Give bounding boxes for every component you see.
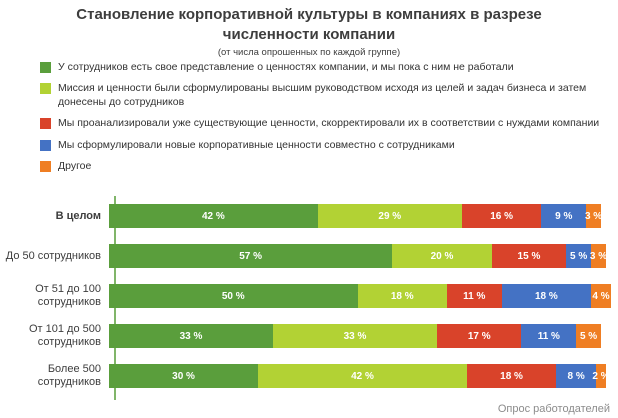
category-label: В целом [55, 209, 101, 222]
stacked-bar: 30 % 42 % 18 % 8 % 2 % [109, 364, 610, 388]
bar-segment: 15 % [491, 244, 567, 268]
legend-swatch-icon [40, 83, 51, 95]
category-label: От 51 до 100 сотрудников [35, 283, 101, 308]
legend-label: Другое [58, 160, 92, 173]
bar-segment: 33 % [109, 324, 273, 348]
chart-subtitle: (от числа опрошенных по каждой группе) [217, 46, 401, 58]
stacked-bar: 33 % 33 % 17 % 11 % 5 % [109, 324, 601, 348]
bar-segment: 30 % [109, 364, 259, 388]
bar-segment: 5 % [566, 244, 592, 268]
bar-segment: 2 % [592, 364, 610, 388]
chart-row: От 101 до 500 сотрудников 33 % 33 % 17 %… [0, 323, 618, 348]
stacked-bar: 57 % 20 % 15 % 5 % 3 % [109, 244, 607, 268]
chart-row: До 50 сотрудников 57 % 20 % 15 % 5 % 3 % [0, 244, 618, 268]
chart-title-line2: численности компании [222, 26, 396, 44]
legend-item: Миссия и ценности были сформулированы вы… [40, 82, 605, 109]
bar-segment: 18 % [466, 364, 557, 388]
bar-segment: 42 % [258, 364, 467, 388]
bar-segment: 8 % [556, 364, 597, 388]
source-label: Опрос работодателей [497, 403, 610, 415]
chart-row: Более 500 сотрудников 30 % 42 % 18 % 8 %… [0, 363, 618, 388]
title-block: Становление корпоративной культуры в ком… [0, 5, 618, 58]
chart-row: От 51 до 100 сотрудников 50 % 18 % 11 % … [0, 283, 618, 308]
legend-label: Мы проанализировали уже существующие цен… [58, 117, 600, 130]
bar-segment: 18 % [357, 284, 447, 308]
chart-rows: В целом 42 % 29 % 16 % 9 % 3 % До 50 сот… [0, 204, 618, 404]
category-label: От 101 до 500 сотрудников [28, 323, 101, 348]
bar-segment: 11 % [521, 324, 577, 348]
legend-label: Миссия и ценности были сформулированы вы… [58, 82, 587, 108]
bar-segment: 4 % [591, 284, 611, 308]
bar-segment: 57 % [109, 244, 393, 268]
bar-segment: 3 % [590, 244, 607, 268]
legend-item: У сотрудников есть свое представление о … [40, 61, 605, 74]
bar-segment: 29 % [317, 204, 462, 228]
bar-segment: 9 % [541, 204, 587, 228]
legend-swatch-icon [40, 118, 51, 130]
bar-segment: 50 % [109, 284, 358, 308]
bar-segment: 42 % [109, 204, 318, 228]
legend-label: У сотрудников есть свое представление о … [58, 61, 514, 73]
bar-segment: 33 % [273, 324, 437, 348]
legend-item: Мы сформулировали новые корпоративные це… [40, 139, 605, 152]
bar-segment: 11 % [446, 284, 502, 308]
stacked-bar: 42 % 29 % 16 % 9 % 3 % [109, 204, 602, 228]
bar-segment: 3 % [585, 204, 602, 228]
chart-title-line1: Становление корпоративной культуры в ком… [76, 6, 542, 23]
category-label: Более 500 сотрудников [37, 363, 101, 388]
stacked-bar-chart: В целом 42 % 29 % 16 % 9 % 3 % До 50 сот… [0, 196, 618, 400]
bar-segment: 17 % [437, 324, 522, 348]
legend-item: Мы проанализировали уже существующие цен… [40, 117, 605, 130]
bar-segment: 18 % [501, 284, 592, 308]
legend-swatch-icon [40, 161, 51, 173]
legend-label: Мы сформулировали новые корпоративные це… [58, 138, 455, 151]
legend: У сотрудников есть свое представление о … [40, 61, 605, 182]
legend-swatch-icon [40, 62, 51, 73]
category-label: До 50 сотрудников [5, 249, 101, 262]
bar-segment: 16 % [461, 204, 542, 228]
bar-segment: 5 % [576, 324, 601, 348]
legend-swatch-icon [40, 139, 51, 151]
bar-segment: 20 % [392, 244, 492, 268]
legend-item: Другое [40, 160, 605, 173]
stacked-bar: 50 % 18 % 11 % 18 % 4 % [109, 284, 611, 308]
chart-row: В целом 42 % 29 % 16 % 9 % 3 % [0, 204, 618, 228]
